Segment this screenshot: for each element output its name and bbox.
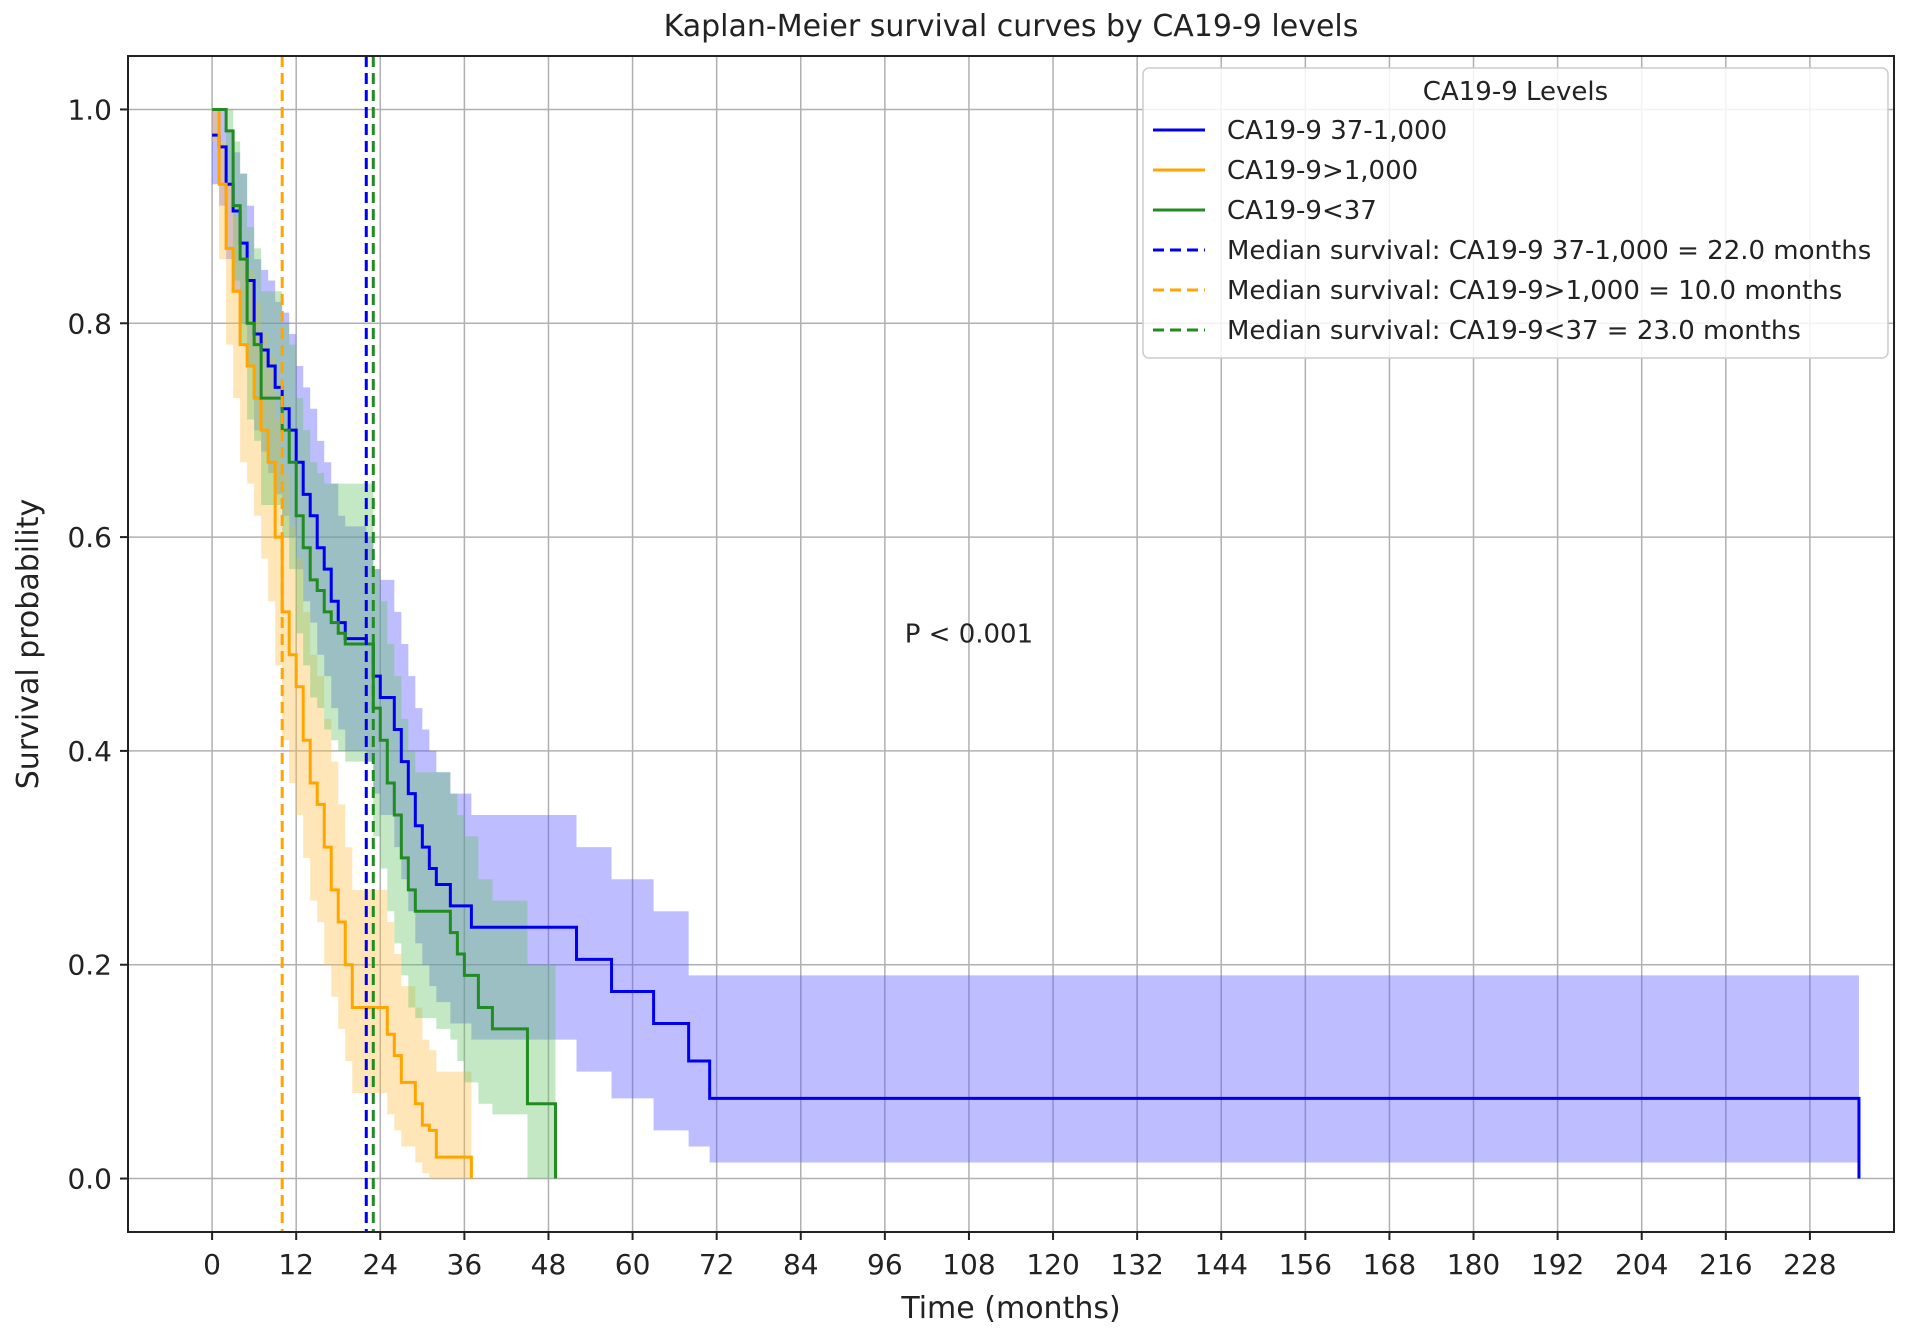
x-tick-label-6: 72 (699, 1248, 735, 1281)
x-tick-label-3: 36 (447, 1248, 483, 1281)
legend-entry-3: Median survival: CA19-9 37-1,000 = 22.0 … (1227, 236, 1871, 266)
p-value-annotation: P < 0.001 (905, 619, 1033, 649)
ci-band-0 (212, 109, 1859, 1163)
legend: CA19-9 Levels CA19-9 37-1,000 CA19-9>1,00… (1142, 67, 1889, 359)
x-axis-ticks: 0 12 24 36 48 60 72 84 96 108 120 132 144 156 168 180 19… (203, 1232, 1837, 1281)
y-axis-ticks: 0.0 0.2 0.4 0.6 0.8 1.0 (67, 93, 128, 1196)
legend-box (1142, 67, 1889, 359)
ci-band-1 (212, 109, 472, 1179)
x-tick-label-15: 180 (1447, 1248, 1500, 1281)
x-tick-label-11: 132 (1110, 1248, 1163, 1281)
x-tick-label-17: 204 (1615, 1248, 1668, 1281)
x-tick-label-12: 144 (1195, 1248, 1248, 1281)
x-tick-label-9: 108 (942, 1248, 995, 1281)
y-axis-title: Survival probability (11, 499, 46, 790)
survival-curve-2 (212, 107, 557, 1179)
x-tick-label-5: 60 (615, 1248, 651, 1281)
y-tick-label-0: 0.0 (67, 1163, 112, 1196)
legend-entry-4: Median survival: CA19-9>1,000 = 10.0 mon… (1227, 276, 1842, 306)
legend-entry-2: CA19-9<37 (1227, 196, 1377, 226)
y-tick-label-4: 0.8 (67, 307, 112, 340)
y-tick-label-1: 0.2 (67, 949, 112, 982)
legend-entries: CA19-9 37-1,000 CA19-9>1,000 CA19-9<37 Medi… (1153, 116, 1871, 346)
x-tick-label-0: 0 (203, 1248, 221, 1281)
survival-lines (212, 107, 1861, 1179)
x-tick-label-10: 120 (1026, 1248, 1079, 1281)
x-tick-label-16: 192 (1531, 1248, 1584, 1281)
x-tick-label-14: 168 (1363, 1248, 1416, 1281)
y-tick-label-3: 0.6 (67, 521, 112, 554)
x-tick-label-1: 12 (278, 1248, 314, 1281)
x-tick-label-7: 84 (783, 1248, 819, 1281)
chart-title: Kaplan-Meier survival curves by CA19-9 l… (664, 9, 1359, 44)
x-tick-label-18: 216 (1699, 1248, 1752, 1281)
x-tick-label-4: 48 (531, 1248, 567, 1281)
x-tick-label-13: 156 (1279, 1248, 1332, 1281)
x-axis-title: Time (months) (900, 1291, 1120, 1326)
legend-entry-1: CA19-9>1,000 (1227, 156, 1418, 186)
confidence-bands (212, 109, 1859, 1179)
y-tick-label-2: 0.4 (67, 735, 112, 768)
plot-frame (127, 55, 1895, 1233)
x-tick-label-8: 96 (867, 1248, 903, 1281)
legend-entry-5: Median survival: CA19-9<37 = 23.0 months (1227, 316, 1801, 346)
survival-curve-1 (212, 107, 473, 1179)
ci-band-2 (212, 109, 556, 1179)
y-tick-label-5: 1.0 (67, 93, 112, 126)
legend-title: CA19-9 Levels (1423, 77, 1608, 107)
x-tick-label-19: 228 (1783, 1248, 1836, 1281)
legend-entry-0: CA19-9 37-1,000 (1227, 116, 1447, 146)
x-tick-label-2: 24 (362, 1248, 398, 1281)
median-lines (280, 56, 375, 1232)
